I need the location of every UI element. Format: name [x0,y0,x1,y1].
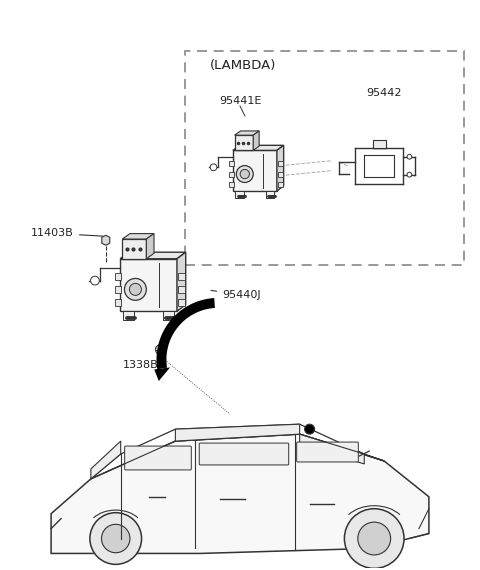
Polygon shape [233,145,284,150]
Polygon shape [277,145,284,191]
Circle shape [407,154,412,159]
Bar [236,191,244,198]
Circle shape [344,508,404,568]
Bar [228,182,234,187]
FancyBboxPatch shape [199,443,288,465]
Bar [178,273,185,279]
Polygon shape [102,235,110,245]
Polygon shape [146,234,154,259]
Bar [228,172,234,177]
Text: 11403B: 11403B [31,228,103,238]
Bar [235,135,253,150]
Polygon shape [91,441,120,479]
Circle shape [130,283,142,295]
Bar [178,286,185,292]
Bar [123,311,134,320]
Circle shape [156,345,166,355]
Text: 1338BA: 1338BA [123,360,166,369]
Bar [115,286,121,292]
Polygon shape [177,252,186,311]
Circle shape [210,164,217,170]
Bar [178,299,185,306]
Circle shape [407,172,412,177]
Bar [163,311,174,320]
FancyBboxPatch shape [125,446,192,470]
Polygon shape [120,252,186,259]
Polygon shape [122,234,154,239]
Bar [278,182,283,187]
Text: 95441E: 95441E [219,96,261,106]
Circle shape [358,522,391,555]
Bar [278,161,283,166]
Polygon shape [175,424,300,441]
FancyBboxPatch shape [297,442,358,462]
Circle shape [305,424,314,434]
Circle shape [101,524,130,553]
Bar [122,239,146,259]
Polygon shape [154,368,170,381]
Bar [278,172,283,177]
Polygon shape [300,434,364,464]
Polygon shape [235,131,259,135]
Bar [228,161,234,166]
Circle shape [236,166,253,182]
Text: 95442: 95442 [366,88,402,98]
Circle shape [90,512,142,564]
Bar [373,140,385,148]
Bar [115,299,121,306]
Polygon shape [51,434,429,553]
Text: (LAMBDA): (LAMBDA) [210,59,276,72]
Text: 95440J: 95440J [211,290,261,300]
Bar [115,273,121,279]
Bar [120,259,177,311]
Polygon shape [253,131,259,150]
Bar [266,191,275,198]
Circle shape [91,276,99,285]
Circle shape [124,278,146,300]
Polygon shape [156,298,215,369]
Circle shape [240,169,250,178]
Bar [233,150,277,191]
